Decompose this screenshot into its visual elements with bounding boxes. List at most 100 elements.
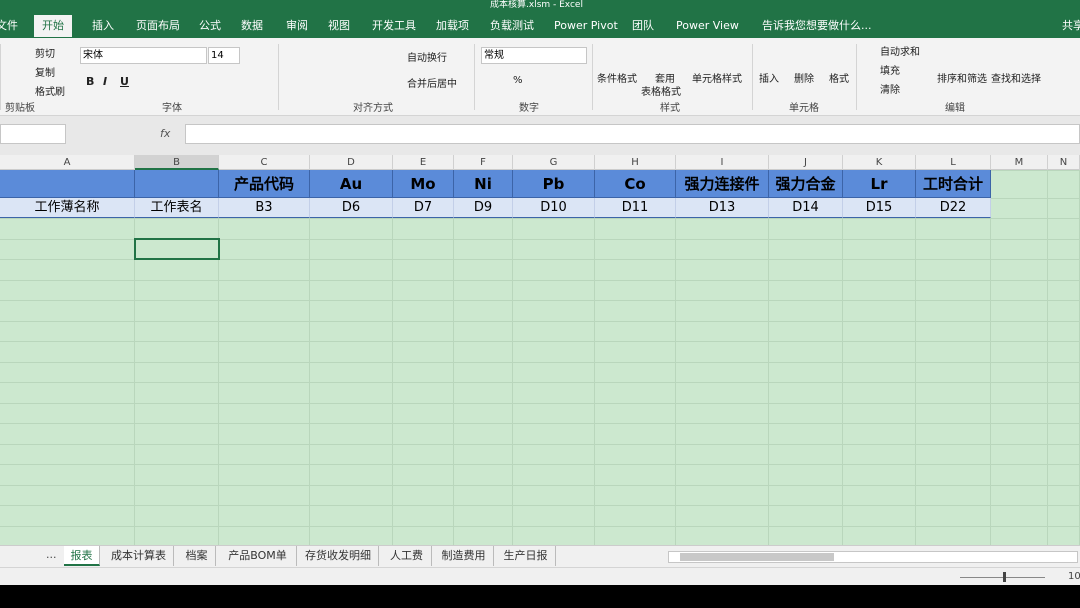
ribbon-button[interactable]: 格式刷: [35, 87, 65, 98]
ribbon-button[interactable]: 剪切: [35, 49, 55, 60]
menu-tab[interactable]: 文件: [0, 19, 18, 32]
ribbon-button[interactable]: 合并后居中: [407, 79, 457, 90]
column-header[interactable]: L: [916, 155, 991, 170]
cell[interactable]: D11: [595, 198, 676, 218]
column-header[interactable]: H: [595, 155, 676, 170]
ribbon-button[interactable]: 填充: [880, 66, 900, 77]
ribbon-button[interactable]: 条件格式: [597, 74, 637, 85]
sheet-tab[interactable]: 制造费用: [434, 546, 494, 566]
sheet-nav-more[interactable]: ...: [46, 548, 57, 561]
fx-label[interactable]: fx: [160, 127, 171, 140]
menu-tab[interactable]: 开发工具: [372, 19, 416, 32]
menu-tab[interactable]: Power View: [676, 19, 739, 32]
cell[interactable]: [135, 170, 219, 198]
column-header[interactable]: K: [843, 155, 916, 170]
menu-tab[interactable]: 负载测试: [490, 19, 534, 32]
ribbon-button[interactable]: 复制: [35, 68, 55, 79]
menu-tab[interactable]: 公式: [199, 19, 221, 32]
column-header[interactable]: C: [219, 155, 310, 170]
scroll-thumb[interactable]: [680, 553, 834, 561]
sheet-tab[interactable]: 报表: [64, 546, 100, 566]
ribbon-button[interactable]: 删除: [794, 74, 814, 85]
grid-hline: [0, 443, 1080, 445]
ribbon-button[interactable]: 插入: [759, 74, 779, 85]
grid-vline: [453, 170, 454, 545]
zoom-slider[interactable]: [960, 577, 1045, 578]
cell[interactable]: 工作薄名称: [0, 198, 135, 218]
cell[interactable]: 强力合金: [769, 170, 843, 198]
ribbon-button[interactable]: 单元格样式: [692, 74, 742, 85]
sheet-tab[interactable]: 人工费: [382, 546, 432, 566]
column-header[interactable]: B: [135, 155, 219, 170]
menu-tab[interactable]: 数据: [241, 19, 263, 32]
grid-hline: [0, 320, 1080, 322]
number-format-box[interactable]: 常规: [481, 47, 587, 64]
ribbon-button[interactable]: 查找和选择: [991, 74, 1041, 85]
menu-tab[interactable]: 加载项: [436, 19, 469, 32]
cell[interactable]: D9: [454, 198, 513, 218]
menu-tab[interactable]: 插入: [92, 19, 114, 32]
ribbon-button[interactable]: 套用: [655, 74, 675, 85]
font-name-box[interactable]: 宋体: [80, 47, 207, 64]
cell[interactable]: Co: [595, 170, 676, 198]
column-header[interactable]: D: [310, 155, 393, 170]
column-header[interactable]: M: [991, 155, 1048, 170]
menu-tab[interactable]: Power Pivot: [554, 19, 618, 32]
menu-tab[interactable]: 页面布局: [136, 19, 180, 32]
ribbon-button[interactable]: 清除: [880, 85, 900, 96]
font-size-box[interactable]: 14: [208, 47, 240, 64]
column-header[interactable]: N: [1048, 155, 1080, 170]
cell[interactable]: 产品代码: [219, 170, 310, 198]
cell[interactable]: 工时合计: [916, 170, 991, 198]
column-header[interactable]: I: [676, 155, 769, 170]
cell[interactable]: Lr: [843, 170, 916, 198]
cell[interactable]: Ni: [454, 170, 513, 198]
cell[interactable]: 工作表名: [135, 198, 219, 218]
ribbon-button[interactable]: 格式: [829, 74, 849, 85]
grid-hline: [0, 218, 1080, 219]
sheet-tab[interactable]: 存货收发明细: [298, 546, 379, 566]
ribbon-button[interactable]: %: [513, 75, 523, 86]
sheet-tab[interactable]: 档案: [178, 546, 216, 566]
ribbon-button[interactable]: 自动求和: [880, 47, 920, 58]
sheet-tab[interactable]: 产品BOM单: [219, 546, 297, 566]
column-header[interactable]: A: [0, 155, 135, 170]
tell-me[interactable]: 告诉我您想要做什么...: [762, 19, 872, 32]
ribbon-button[interactable]: 表格格式: [641, 87, 681, 98]
formula-input[interactable]: [185, 124, 1080, 144]
ribbon-button[interactable]: 排序和筛选: [937, 74, 987, 85]
menu-tab[interactable]: 开始: [34, 15, 72, 37]
menu-tab[interactable]: 团队: [632, 19, 654, 32]
ribbon-button[interactable]: B: [86, 75, 95, 88]
cell[interactable]: Mo: [393, 170, 454, 198]
cell[interactable]: D6: [310, 198, 393, 218]
column-header[interactable]: F: [454, 155, 513, 170]
cell[interactable]: B3: [219, 198, 310, 218]
menu-tab[interactable]: 视图: [328, 19, 350, 32]
cell[interactable]: [0, 170, 135, 198]
zoom-handle[interactable]: [1003, 572, 1006, 582]
cell[interactable]: D22: [916, 198, 991, 218]
column-header[interactable]: G: [513, 155, 595, 170]
name-box[interactable]: [0, 124, 66, 144]
ribbon-button[interactable]: U: [120, 75, 129, 88]
cell[interactable]: D7: [393, 198, 454, 218]
cell[interactable]: Pb: [513, 170, 595, 198]
share[interactable]: 共享: [1062, 19, 1080, 32]
cell[interactable]: D10: [513, 198, 595, 218]
cell[interactable]: D14: [769, 198, 843, 218]
zoom-level[interactable]: 10: [1068, 571, 1080, 582]
column-header[interactable]: E: [393, 155, 454, 170]
sheet-tab[interactable]: 成本计算表: [104, 546, 174, 566]
sheet-tab[interactable]: 生产日报: [496, 546, 556, 566]
cell[interactable]: 强力连接件: [676, 170, 769, 198]
ribbon-button[interactable]: 自动换行: [407, 53, 447, 64]
cell[interactable]: Au: [310, 170, 393, 198]
column-header[interactable]: J: [769, 155, 843, 170]
selected-cell[interactable]: [134, 238, 220, 260]
cell[interactable]: D15: [843, 198, 916, 218]
grid-vline: [915, 170, 916, 545]
menu-tab[interactable]: 审阅: [286, 19, 308, 32]
ribbon-button[interactable]: I: [103, 75, 108, 88]
cell[interactable]: D13: [676, 198, 769, 218]
